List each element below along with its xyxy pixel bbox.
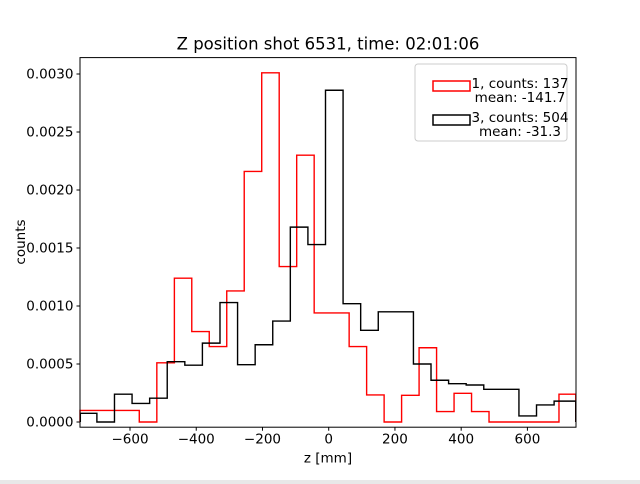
legend-label-series-3-line1: 3, counts: 504	[472, 110, 569, 126]
y-axis-label: counts	[13, 219, 29, 264]
legend-swatch-series-3	[432, 114, 471, 126]
legend-label-series-1-line2: mean: -141.7	[475, 90, 566, 106]
x-tick-label: −400	[178, 432, 215, 448]
y-tick-label: 0.0005	[26, 357, 73, 373]
histogram-series-1-line	[79, 72, 577, 423]
y-tick-label: 0.0015	[26, 241, 73, 257]
y-tick-label: 0.0010	[26, 299, 73, 315]
x-tick-label: −200	[244, 432, 281, 448]
x-tick-label: 600	[515, 432, 541, 448]
chart-layer: −600 −400 −200 0 200 400 600 0.0000 0.0005 0.0010…	[26, 63, 577, 448]
x-tick-label: 0	[324, 432, 333, 448]
legend-box	[414, 63, 568, 142]
y-tick-label: 0.0030	[26, 67, 73, 83]
x-tick-label: 400	[448, 432, 474, 448]
y-tick-label: 0.0025	[26, 125, 73, 141]
legend-swatch-series-1	[432, 80, 471, 92]
legend-label-series-3-line2: mean: -31.3	[479, 124, 561, 140]
x-axis-label: z [mm]	[304, 451, 352, 467]
plot-title: Z position shot 6531, time: 02:01:06	[177, 35, 480, 54]
x-tick-label: 200	[382, 432, 408, 448]
x-tick-label: −600	[111, 432, 148, 448]
histogram-series-3-line	[79, 89, 577, 423]
y-tick-label: 0.0020	[26, 183, 73, 199]
legend-label-series-1-line1: 1, counts: 137	[472, 76, 569, 92]
y-tick-label: 0.0000	[26, 415, 73, 431]
axes-frame	[79, 57, 577, 428]
